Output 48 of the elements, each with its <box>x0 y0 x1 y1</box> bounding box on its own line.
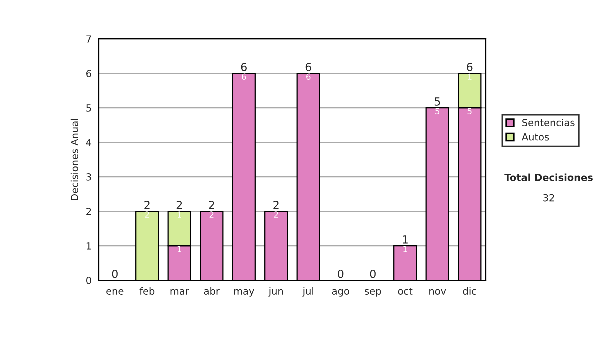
data-label: 1 <box>178 246 182 252</box>
x-tick-label: ene <box>106 289 124 295</box>
total-label: 6 <box>306 63 312 72</box>
total-label: 2 <box>176 200 182 210</box>
x-tick-label: dic <box>463 287 476 295</box>
total-label: 6 <box>241 63 247 72</box>
legend-label: Autos <box>522 134 550 141</box>
data-label: 2 <box>210 212 214 218</box>
total-label: 6 <box>467 63 473 72</box>
x-tick-label: nov <box>430 289 446 295</box>
x-tick-label: jun <box>268 287 284 297</box>
y-tick-label: 0 <box>86 276 92 284</box>
x-tick-label: may <box>234 289 254 297</box>
total-label: 2 <box>209 200 214 210</box>
data-label: 5 <box>468 108 472 115</box>
data-label: 6 <box>306 74 311 80</box>
x-tick-label: abr <box>204 287 220 295</box>
data-label: 1 <box>404 246 408 252</box>
y-tick-label: 4 <box>86 139 92 146</box>
y-tick-label: 7 <box>86 36 92 43</box>
total-label: 5 <box>434 98 440 106</box>
y-tick-label: 1 <box>86 242 92 250</box>
y-tick-label: 3 <box>86 174 92 181</box>
x-tick-label: ago <box>332 289 350 297</box>
total-label: 0 <box>112 270 118 278</box>
x-tick-label: oct <box>398 288 413 295</box>
total-label: 0 <box>338 270 344 278</box>
y-tick-label: 5 <box>86 104 92 112</box>
total-label: 1 <box>403 236 408 244</box>
data-label: 5 <box>436 108 440 115</box>
x-tick-label: mar <box>170 289 190 295</box>
text: 32 <box>544 194 554 202</box>
total-label: 2 <box>274 200 279 210</box>
x-tick-label: sep <box>365 289 382 297</box>
y-tick-label: 2 <box>86 208 92 216</box>
data-label: 2 <box>145 212 150 218</box>
data-label: 6 <box>242 74 246 80</box>
data-label: 2 <box>274 212 278 218</box>
data-label: 1 <box>468 74 472 80</box>
y-tick-label: 6 <box>86 70 92 78</box>
text: Total Decisiones <box>504 174 593 182</box>
x-tick-label: jul <box>302 287 314 297</box>
total-label: 2 <box>144 200 150 210</box>
y-axis-title: Decisiones Anual <box>70 119 78 200</box>
x-tick-label: feb <box>140 287 155 295</box>
data-label: 1 <box>178 212 182 218</box>
total-label: 0 <box>370 270 376 278</box>
legend-label: Sentencias <box>522 118 575 127</box>
